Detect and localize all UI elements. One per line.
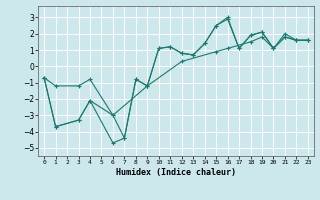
X-axis label: Humidex (Indice chaleur): Humidex (Indice chaleur): [116, 168, 236, 177]
